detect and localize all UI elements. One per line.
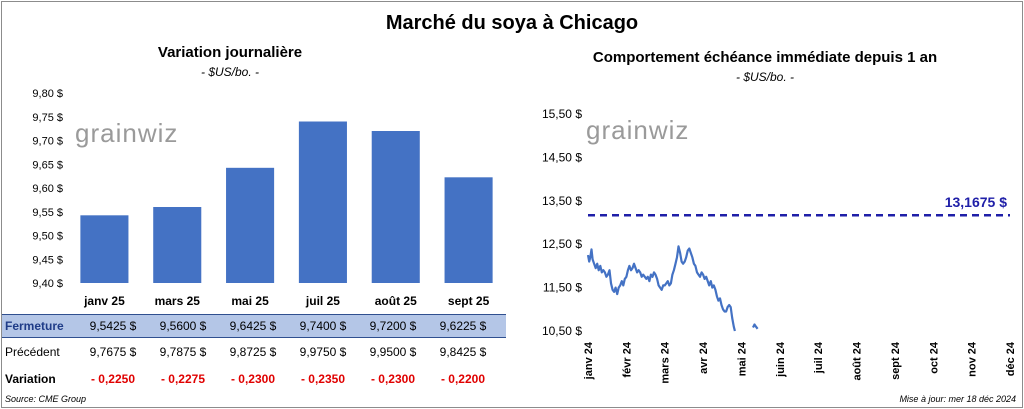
fermeture-cell: 9,5600 $ xyxy=(159,319,207,333)
y-tick-label: 9,75 $ xyxy=(32,112,63,124)
variation-cell: - 0,2200 xyxy=(440,372,486,386)
table-row-variation: Variation - 0,2250 - 0,2275 - 0,2300 - 0… xyxy=(2,368,506,390)
y-tick-label: 9,55 $ xyxy=(32,207,63,219)
bar xyxy=(371,131,420,283)
precedent-cell: 9,8425 $ xyxy=(439,345,487,359)
x-tick-label: mai 24 xyxy=(736,341,748,376)
y-tick-label: 10,50 $ xyxy=(542,324,582,338)
x-tick-label: nov 24 xyxy=(967,341,979,377)
x-tick-label: janv 25 xyxy=(83,294,125,308)
y-tick-label: 9,60 $ xyxy=(32,183,63,195)
bar xyxy=(226,167,275,283)
variation-cell: - 0,2300 xyxy=(370,372,416,386)
y-tick-label: 9,70 $ xyxy=(32,136,63,148)
precedent-cell: 9,9500 $ xyxy=(369,345,417,359)
variation-cell: - 0,2275 xyxy=(160,372,206,386)
x-tick-label: sept 25 xyxy=(448,294,490,308)
x-tick-label: août 25 xyxy=(375,294,417,308)
grainwiz-logo-left: grainwiz xyxy=(75,118,179,148)
x-tick-label: déc 24 xyxy=(1005,341,1017,376)
y-tick-label: 9,45 $ xyxy=(32,254,63,266)
update-note: Mise à jour: mer 18 déc 2024 xyxy=(899,394,1016,404)
y-tick-label: 12,50 $ xyxy=(542,237,582,251)
x-tick-label: févr 24 xyxy=(621,341,633,377)
y-tick-label: 11,50 $ xyxy=(543,281,582,295)
fermeture-cell: 9,6225 $ xyxy=(439,319,487,333)
reference-label: 13,1675 $ xyxy=(945,194,1007,210)
price-line-segment xyxy=(752,323,759,330)
right-chart-unit: - $US/bo. - xyxy=(735,70,795,84)
x-tick-label: juil 24 xyxy=(813,341,825,374)
y-tick-label: 9,40 $ xyxy=(32,278,63,290)
x-tick-label: août 24 xyxy=(852,341,864,380)
y-tick-label: 14,50 $ xyxy=(542,150,582,164)
bar xyxy=(80,215,129,283)
bar xyxy=(444,177,493,283)
y-tick-label: 13,50 $ xyxy=(542,194,582,208)
x-tick-label: janv 24 xyxy=(583,341,595,380)
left-chart-title: Variation journalière xyxy=(157,44,303,61)
price-line-segment xyxy=(586,245,736,332)
x-tick-label: sept 24 xyxy=(890,341,902,380)
table-row-fermeture: Fermeture 9,5425 $ 9,5600 $ 9,6425 $ 9,7… xyxy=(2,314,506,338)
variation-cell: - 0,2300 xyxy=(230,372,276,386)
table-row-precedent: Précédent 9,7675 $ 9,7875 $ 9,8725 $ 9,9… xyxy=(2,341,506,363)
bar xyxy=(153,207,202,283)
y-tick-label: 9,50 $ xyxy=(32,231,63,243)
precedent-cell: 9,7675 $ xyxy=(89,345,137,359)
precedent-cell: 9,9750 $ xyxy=(299,345,347,359)
fermeture-cell: 9,5425 $ xyxy=(89,319,137,333)
daily-variation-bar-chart: 9,40 $ 9,45 $ 9,50 $ 9,55 $ 9,60 $ 9,65 $ 9,70… xyxy=(32,88,493,308)
x-tick-label: oct 24 xyxy=(928,341,940,374)
variation-cell: - 0,2350 xyxy=(300,372,346,386)
x-tick-label: mai 25 xyxy=(231,294,269,308)
y-tick-label: 9,80 $ xyxy=(32,88,63,100)
x-tick-label: juil 25 xyxy=(305,294,340,308)
y-tick-label: 15,50 $ xyxy=(542,107,582,121)
precedent-cell: 9,8725 $ xyxy=(229,345,277,359)
left-chart-unit: - $US/bo. - xyxy=(200,65,260,79)
bar xyxy=(298,121,347,283)
y-tick-label: 9,65 $ xyxy=(32,159,63,171)
fermeture-cell: 9,6425 $ xyxy=(229,319,277,333)
x-tick-label: juin 24 xyxy=(775,341,787,378)
x-tick-label: avr 24 xyxy=(698,341,710,374)
variation-cell: - 0,2250 xyxy=(90,372,136,386)
x-tick-label: mars 25 xyxy=(155,294,201,308)
row-label-fermeture: Fermeture xyxy=(5,319,64,333)
row-label-precedent: Précédent xyxy=(5,345,60,359)
main-title: Marché du soya à Chicago xyxy=(385,12,639,34)
right-chart-title: Comportement échéance immédiate depuis 1… xyxy=(592,49,938,66)
x-tick-label: mars 24 xyxy=(660,341,672,383)
row-label-variation: Variation xyxy=(5,372,56,386)
precedent-cell: 9,7875 $ xyxy=(159,345,207,359)
fermeture-cell: 9,7200 $ xyxy=(369,319,417,333)
grainwiz-logo-right: grainwiz xyxy=(586,115,690,145)
fermeture-cell: 9,7400 $ xyxy=(299,319,347,333)
front-month-line-chart: 10,50 $ 11,50 $ 12,50 $ 13,50 $ 14,50 $ 15,50… xyxy=(542,107,1017,384)
source-note: Source: CME Group xyxy=(5,394,87,404)
